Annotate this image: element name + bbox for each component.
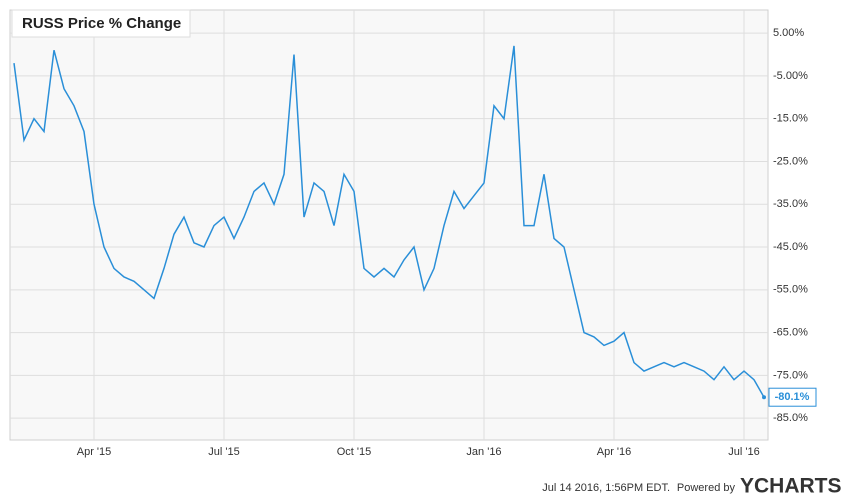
x-tick-label: Jan '16 (466, 446, 501, 458)
y-tick-label: -65.0% (773, 327, 808, 339)
value-label: -80.1% (775, 391, 810, 403)
x-tick-label: Jul '15 (208, 446, 239, 458)
footer-timestamp: Jul 14 2016, 1:56PM EDT. (542, 482, 670, 494)
x-tick-label: Jul '16 (728, 446, 759, 458)
chart-title: RUSS Price % Change (22, 15, 181, 32)
x-tick-label: Apr '15 (77, 446, 112, 458)
y-tick-label: -5.00% (773, 70, 808, 82)
x-tick-label: Oct '15 (337, 446, 372, 458)
y-tick-label: 5.00% (773, 27, 804, 39)
y-tick-label: -55.0% (773, 284, 808, 296)
y-tick-label: -85.0% (773, 412, 808, 424)
value-label-box (768, 387, 817, 407)
price-line (13, 45, 765, 398)
x-tick-label: Apr '16 (597, 446, 632, 458)
y-tick-label: -15.0% (773, 113, 808, 125)
footer-powered-by: Powered by (677, 482, 736, 494)
y-tick-label: -75.0% (773, 369, 808, 381)
y-tick-label: -45.0% (773, 241, 808, 253)
footer-brand: YCHARTS (740, 475, 842, 498)
title-box (11, 9, 191, 38)
y-tick-label: -35.0% (773, 198, 808, 210)
last-point (762, 395, 766, 400)
y-tick-label: -25.0% (773, 155, 808, 167)
